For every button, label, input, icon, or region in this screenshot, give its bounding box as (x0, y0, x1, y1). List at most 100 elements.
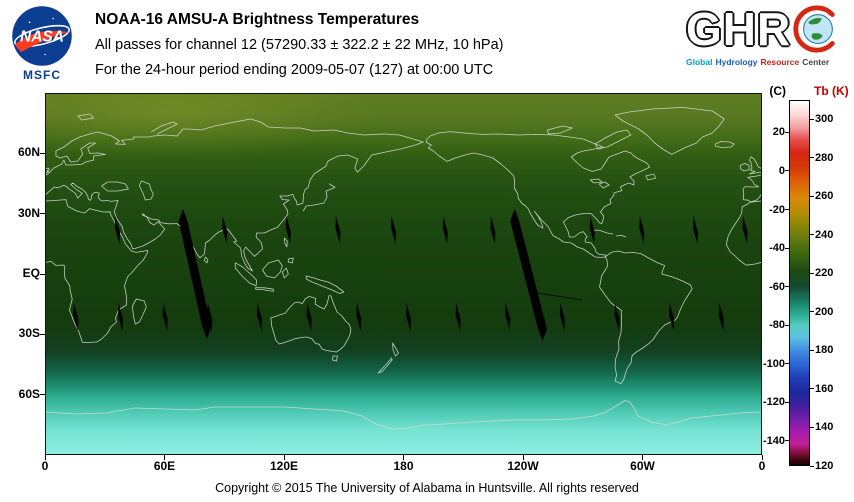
kelvin-tick-mark (810, 272, 814, 274)
nasa-meatball-icon: NASA (12, 6, 72, 66)
thin-gap-line (530, 291, 583, 301)
swath-gap-mark (390, 216, 397, 244)
celsius-tick-label: -80 (769, 319, 785, 332)
swath-gap-mark (285, 216, 291, 244)
coastline-britain-east (46, 167, 50, 173)
lat-tick-label: EQ (22, 266, 40, 280)
coastline-japan (302, 183, 336, 212)
kelvin-tick-mark (810, 349, 814, 351)
kelvin-tick-label: 120 (815, 460, 834, 472)
lon-tick-label: 120W (507, 459, 539, 473)
page-title: NOAA-16 AMSU-A Brightness Temperatures (95, 11, 420, 28)
lon-tick-mark (403, 455, 404, 460)
swath-gap-mark (405, 303, 412, 331)
map-plot (45, 93, 762, 455)
kelvin-tick-label: 200 (815, 305, 834, 318)
celsius-tick-label: -140 (762, 434, 785, 447)
swath-gap-mark (442, 216, 448, 244)
msfc-label: MSFC (23, 68, 61, 82)
celsius-tick-label: -100 (762, 357, 785, 370)
kelvin-tick-label: 160 (815, 382, 834, 395)
ghrc-subtitle-word: Center (802, 57, 830, 67)
swath-gap-mark (306, 303, 312, 331)
swath-gap-mark (114, 216, 121, 244)
celsius-tick-label: -120 (762, 396, 785, 409)
coastline-new-guinea (305, 275, 345, 294)
kelvin-tick-label: 260 (815, 190, 834, 203)
lon-tick-mark (44, 455, 46, 460)
coastline-ireland (739, 163, 750, 172)
celsius-tick-label: 20 (772, 126, 785, 139)
lon-tick-mark (522, 455, 524, 460)
swath-gap-mark (559, 303, 565, 331)
lon-tick-mark (283, 455, 285, 460)
coastline-tasmania (332, 355, 338, 362)
swath-gap-mark (356, 303, 362, 331)
celsius-tick-mark (785, 440, 789, 442)
ghrc-wordmark: GHR (686, 3, 792, 55)
lon-tick-label: 180 (393, 459, 414, 473)
coastline-java (255, 287, 274, 292)
swath-gap-mark (614, 303, 620, 331)
coastline-svalbard (77, 113, 95, 121)
coastline-south-america (599, 250, 693, 384)
swath-gap-mark (162, 303, 168, 331)
coastline-great-lakes (589, 178, 610, 189)
kelvin-tick-mark (810, 118, 814, 120)
coastline-north-america (425, 131, 651, 258)
celsius-tick-label: 0 (778, 164, 785, 177)
ghrc-subtitle-word: Global (686, 57, 713, 67)
kelvin-tick-mark (810, 388, 814, 390)
coastline-victoria-island (547, 125, 573, 135)
ghrc-subtitle: Global Hydrology Resource Center (686, 57, 852, 67)
celsius-tick-label: -20 (769, 203, 785, 216)
celsius-tick-mark (785, 247, 789, 249)
celsius-tick-mark (785, 363, 789, 365)
kelvin-tick-mark (810, 465, 814, 467)
coastline-greenland (614, 107, 725, 155)
celsius-tick-label: -60 (769, 280, 785, 293)
coastline-sulawesi (281, 267, 289, 279)
kelvin-tick-mark (810, 426, 814, 428)
swath-gap-mark (505, 303, 511, 331)
lat-tick-mark (40, 152, 45, 154)
kelvin-tick-label: 240 (815, 228, 834, 241)
lon-tick-mark (761, 455, 763, 460)
lat-tick-mark (40, 394, 45, 396)
swath-gap-mark (718, 303, 724, 331)
swath-gap-mark (490, 216, 496, 244)
nasa-wordmark: NASA (20, 29, 64, 46)
coastline-britain-west (749, 156, 761, 175)
subtitle-channel: All passes for channel 12 (57290.33 ± 32… (95, 37, 504, 53)
footer-copyright: Copyright © 2015 The University of Alaba… (215, 481, 639, 495)
lat-tick-mark (40, 213, 45, 215)
kelvin-tick-label: 180 (815, 344, 834, 357)
lon-tick-mark (642, 455, 643, 460)
coastline-iceland (714, 141, 735, 148)
coastline-antarctica (46, 400, 761, 430)
coastline-australia (270, 295, 352, 353)
celsius-tick-mark (785, 170, 789, 172)
coastline-eurasia (46, 118, 424, 272)
coastline-cuba (593, 229, 614, 235)
colorbar-kelvin-header: Tb (K) (814, 84, 849, 98)
swath-gap-mark (639, 216, 645, 244)
ghrc-subtitle-word: Resource (760, 57, 800, 67)
swath-gap-mark (207, 303, 213, 331)
coastline-newfoundland (645, 173, 657, 181)
celsius-tick-mark (785, 324, 789, 326)
swath-gap-mark (256, 303, 263, 331)
celsius-tick-mark (785, 286, 789, 288)
coastline-black-sea (101, 181, 129, 192)
lat-tick-label: 30S (18, 326, 40, 341)
coastline-hispaniola (615, 235, 627, 238)
swath-gap-mark (669, 303, 675, 331)
kelvin-tick-mark (810, 311, 814, 313)
subtitle-period: For the 24-hour period ending 2009-05-07… (95, 62, 494, 78)
globe-icon (793, 5, 835, 53)
swath-gap-mark (335, 216, 341, 244)
missing-pass-streak (178, 209, 212, 339)
swath-gap-mark (742, 216, 748, 244)
celsius-tick-label: -40 (769, 242, 785, 255)
